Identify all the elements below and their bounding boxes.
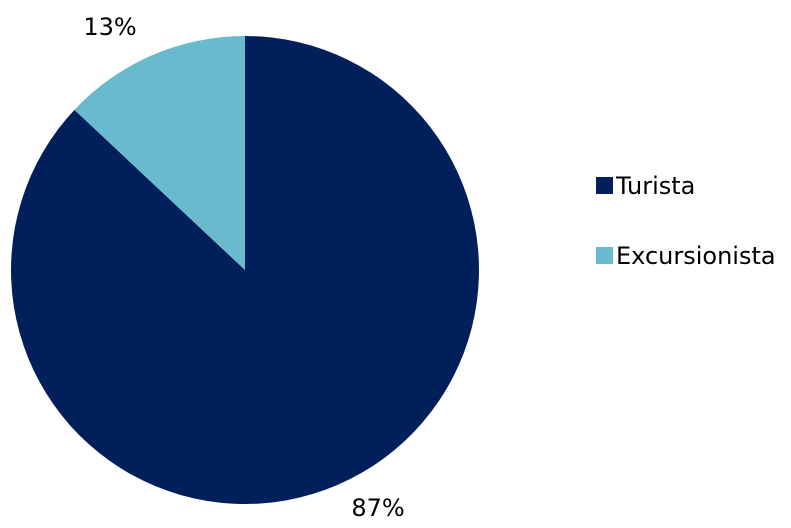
pie-slice-turista — [11, 36, 480, 504]
legend-swatch-excursionista — [596, 247, 613, 264]
data-label-excursionista: 13% — [83, 13, 136, 41]
legend-label-excursionista: Excursionista — [616, 242, 776, 270]
legend-label-turista: Turista — [615, 172, 695, 200]
pie-slices — [11, 36, 480, 504]
data-label-turista: 87% — [351, 494, 404, 522]
pie-slice-excursionista — [74, 36, 245, 270]
pie-data-labels: 87% 13% — [83, 13, 404, 522]
legend: Turista Excursionista — [596, 172, 776, 270]
legend-swatch-turista — [596, 177, 613, 194]
